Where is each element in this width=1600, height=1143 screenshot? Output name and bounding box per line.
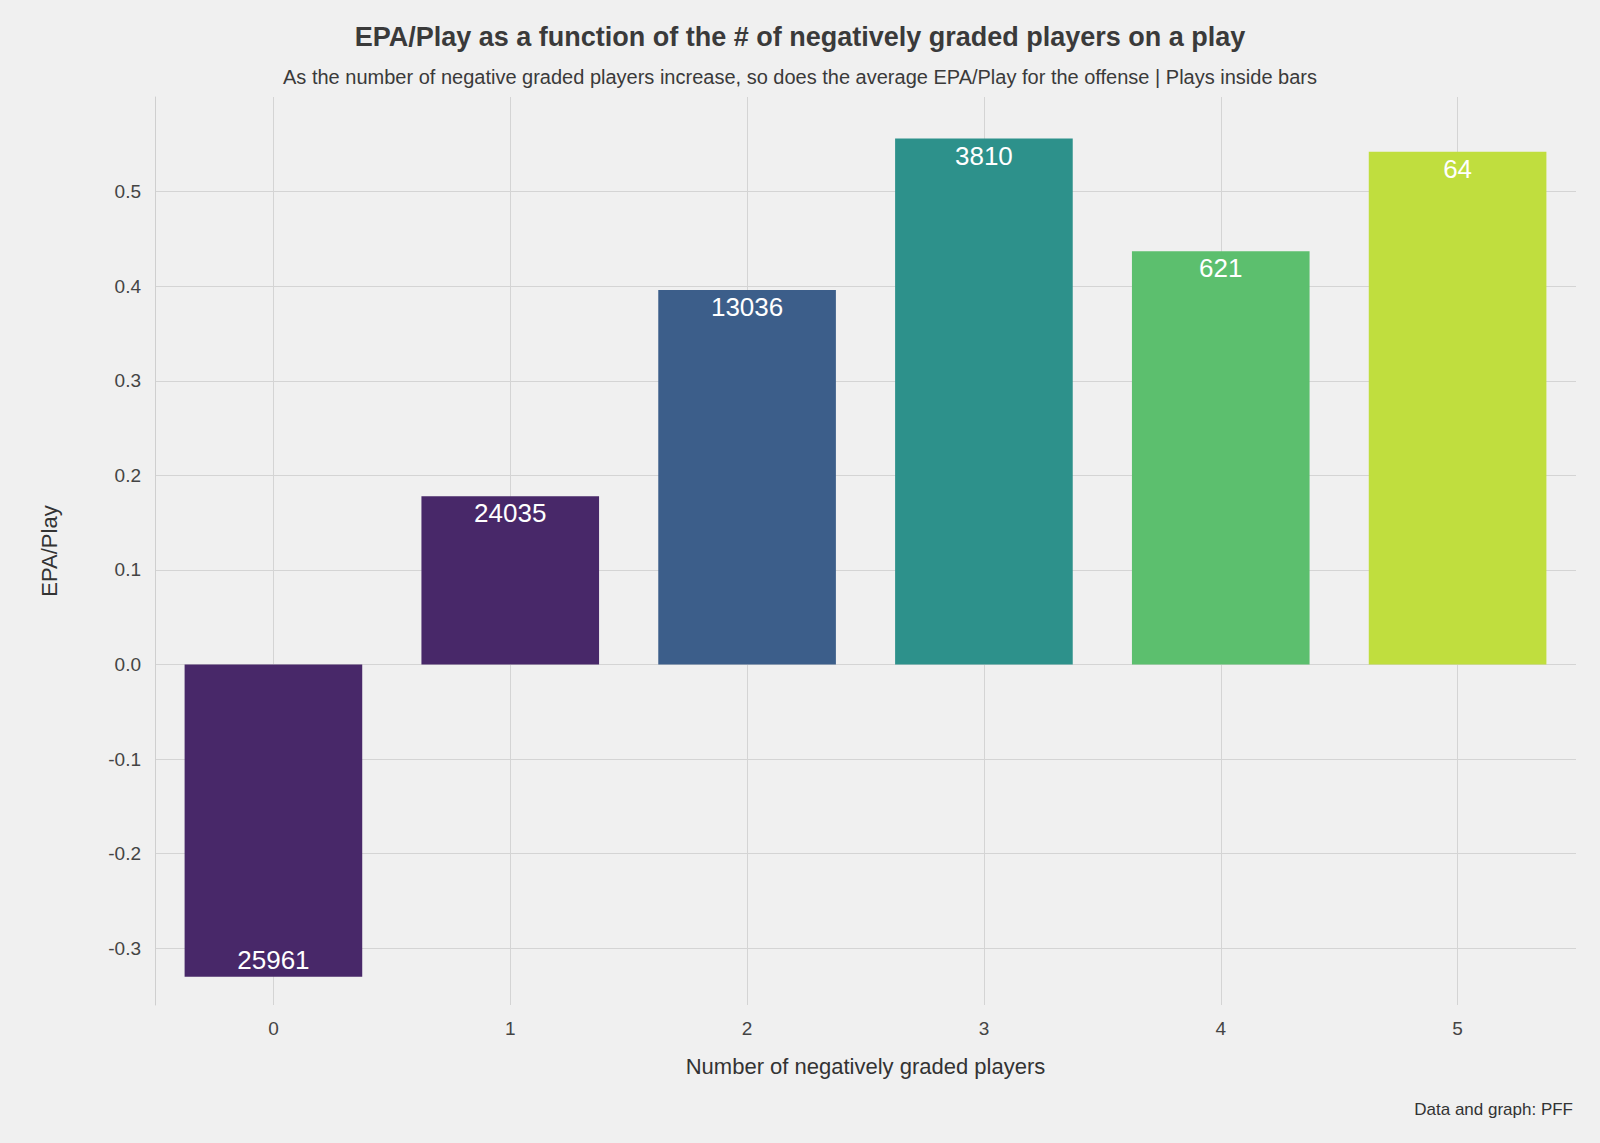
svg-text:0.2: 0.2: [115, 465, 141, 486]
svg-text:As the number of negative grad: As the number of negative graded players…: [283, 66, 1317, 88]
svg-text:2: 2: [742, 1018, 753, 1039]
svg-text:EPA/Play as a function of the: EPA/Play as a function of the # of negat…: [355, 22, 1246, 52]
svg-text:4: 4: [1215, 1018, 1226, 1039]
svg-text:5: 5: [1452, 1018, 1463, 1039]
svg-text:EPA/Play: EPA/Play: [37, 505, 62, 596]
svg-text:3810: 3810: [955, 141, 1013, 171]
svg-text:-0.1: -0.1: [108, 749, 141, 770]
svg-text:3: 3: [979, 1018, 990, 1039]
svg-text:0.4: 0.4: [115, 276, 142, 297]
svg-text:0.3: 0.3: [115, 370, 141, 391]
svg-text:621: 621: [1199, 253, 1242, 283]
svg-text:24035: 24035: [474, 498, 546, 528]
svg-text:13036: 13036: [711, 292, 783, 322]
svg-text:0.0: 0.0: [115, 654, 141, 675]
svg-text:-0.3: -0.3: [108, 938, 141, 959]
svg-text:0: 0: [268, 1018, 279, 1039]
svg-text:-0.2: -0.2: [108, 843, 141, 864]
svg-text:Number of negatively graded pl: Number of negatively graded players: [686, 1054, 1046, 1079]
svg-text:64: 64: [1443, 154, 1472, 184]
svg-text:0.5: 0.5: [115, 181, 141, 202]
svg-text:0.1: 0.1: [115, 559, 141, 580]
svg-text:Data and graph: PFF: Data and graph: PFF: [1414, 1100, 1573, 1119]
svg-text:1: 1: [505, 1018, 516, 1039]
svg-text:25961: 25961: [237, 945, 309, 975]
